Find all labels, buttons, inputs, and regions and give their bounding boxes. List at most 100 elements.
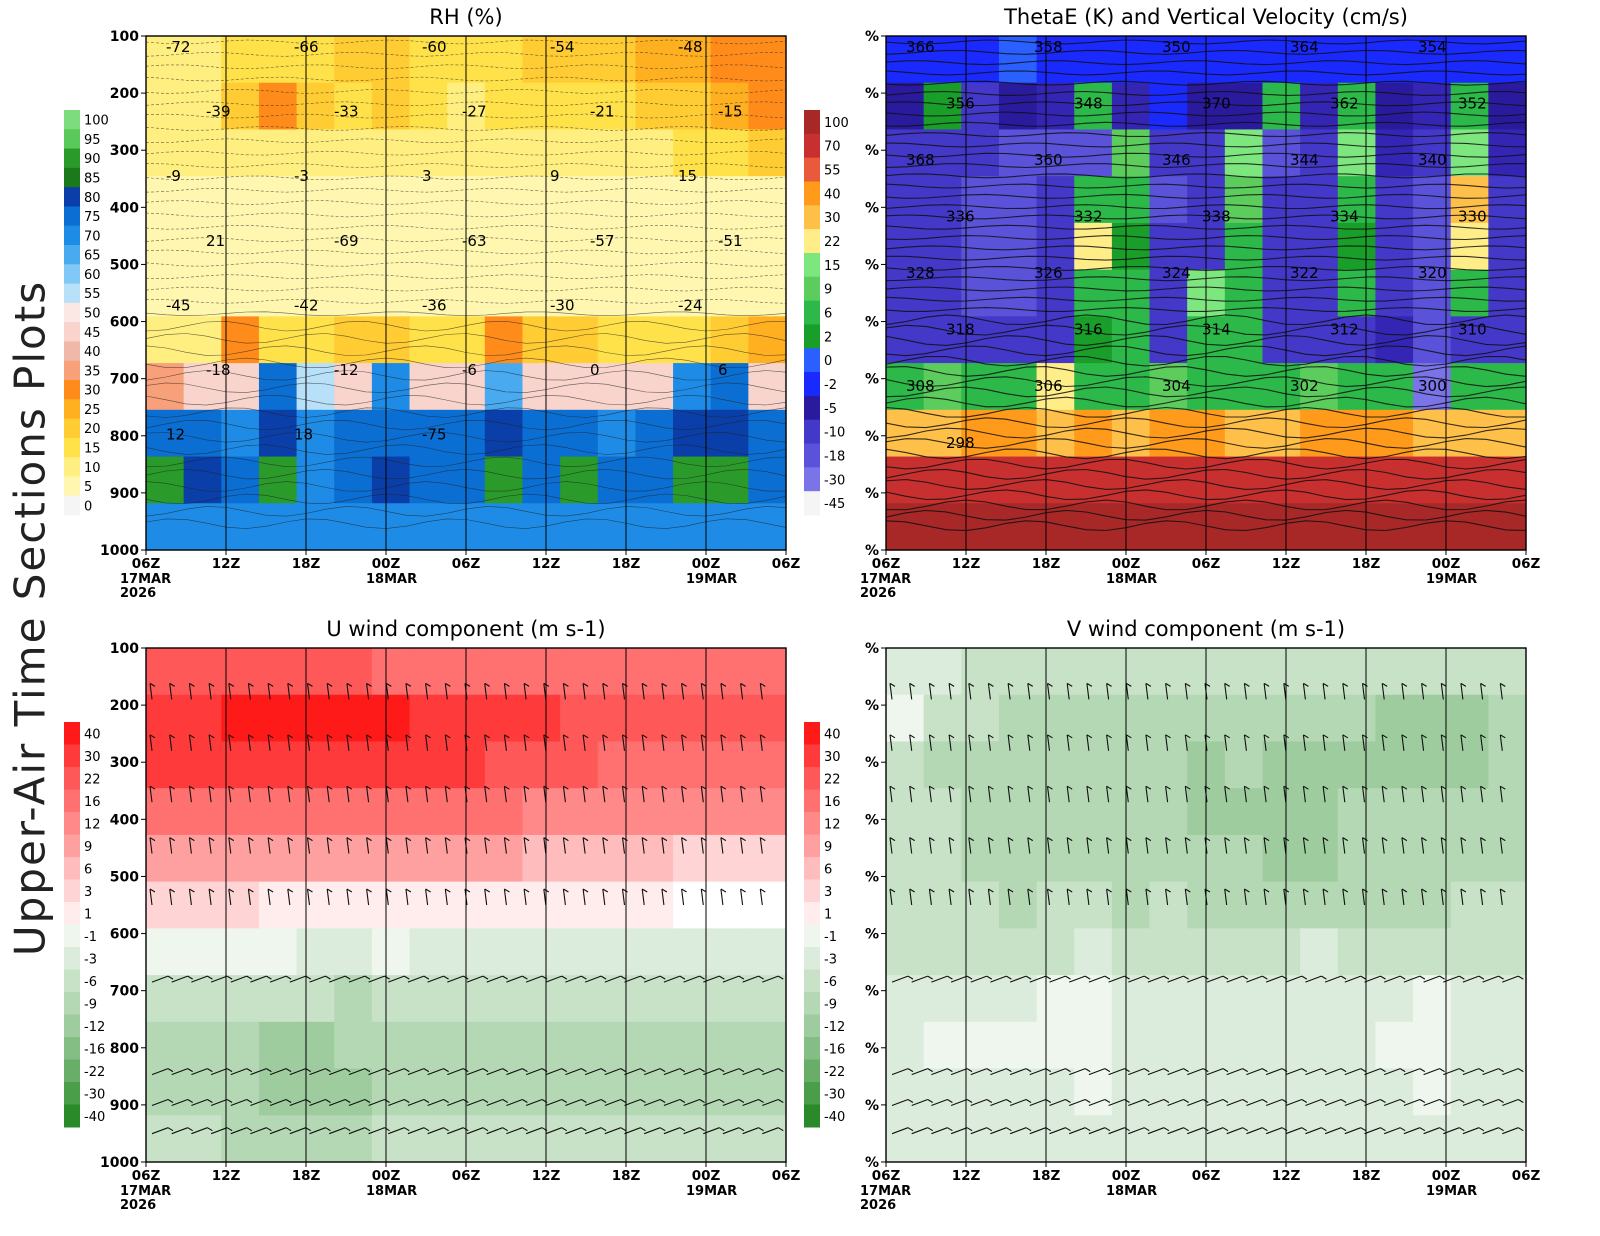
rh-contour-label: 9	[550, 167, 560, 185]
u-wind-barb	[329, 975, 351, 983]
u-cell	[409, 928, 448, 976]
u-cell	[221, 1068, 260, 1116]
theta_e-cell	[1074, 409, 1113, 458]
v-wind-barb	[1106, 888, 1112, 906]
u-wind-barb	[663, 975, 686, 983]
side-title: Upper-Air Time Sections Plots	[0, 0, 60, 1236]
theta_e-cell	[886, 269, 925, 317]
v-cell	[1074, 1115, 1113, 1163]
rh-colorbar-label: 65	[84, 249, 101, 264]
v-cell	[1111, 1115, 1151, 1163]
u-wind-barb	[466, 1127, 489, 1135]
u-wind-barb	[720, 888, 727, 906]
theta_e-colorbar-label: 22	[824, 235, 841, 250]
u-wind-barb	[228, 785, 235, 803]
rh-cell	[296, 409, 335, 458]
rh-cell	[296, 363, 335, 411]
v-cell	[1300, 928, 1339, 976]
v-colorbar-swatch	[804, 902, 820, 925]
u-wind-barb	[641, 888, 648, 906]
rh-cell	[146, 269, 185, 317]
theta_e-cell	[923, 82, 962, 131]
rh-contour-label: -54	[550, 38, 575, 56]
v-wind-barb	[1421, 682, 1427, 700]
u-cell	[635, 928, 674, 976]
v-wind-barb	[1482, 1068, 1504, 1076]
v-cell	[1262, 1068, 1301, 1116]
rh-contour-label: -39	[206, 103, 231, 121]
rh-cell	[371, 82, 411, 131]
v-cell	[1413, 834, 1452, 883]
theta_e-cell	[886, 176, 925, 224]
rh-cell	[522, 36, 561, 84]
theta_e-colorbar-label: 6	[824, 307, 832, 322]
v-colorbar-swatch	[804, 1059, 820, 1083]
v-cell	[1224, 928, 1264, 976]
v-wind-barb	[1322, 888, 1329, 906]
v-wind-barb	[987, 682, 994, 700]
theta_e-colorbar-label: -45	[824, 497, 845, 512]
theta_e-cell	[1337, 82, 1377, 131]
v-wind-barb	[1401, 785, 1408, 803]
u-cell	[371, 648, 411, 696]
rh-cell	[748, 269, 787, 317]
theta_e-contour-label: 326	[1034, 264, 1063, 282]
u-cell	[334, 694, 373, 743]
u-wind-barb	[287, 682, 294, 700]
u-wind-barb	[742, 1068, 764, 1076]
u-wind-barb	[621, 888, 628, 906]
u-wind-barb	[740, 888, 746, 906]
v-x-tick-label: 06Z	[1512, 1168, 1540, 1184]
rh-cell	[371, 456, 411, 504]
u-chart: U wind component (m s-1) 100 200 300 400 500 6…	[64, 617, 800, 1212]
v-y-tick-label: %	[865, 927, 879, 943]
u-cell	[371, 788, 411, 836]
theta_e-cell	[886, 503, 925, 551]
u-wind-barb	[388, 1098, 410, 1107]
u-wind-barb	[425, 734, 431, 751]
u-cell	[221, 694, 260, 743]
u-wind-barb	[486, 1127, 508, 1135]
u-wind-barb	[565, 975, 587, 983]
theta_e-colorbar-label: 55	[824, 164, 841, 179]
u-wind-barb	[503, 888, 510, 906]
u-wind-barb	[287, 785, 294, 803]
u-cell	[409, 694, 448, 743]
v-wind-barb	[1224, 888, 1230, 906]
u-wind-barb	[602, 682, 609, 700]
v-wind-barb	[1421, 837, 1427, 854]
v-x-tick-label: 12Z	[1272, 1168, 1301, 1184]
v-wind-barb	[1029, 975, 1052, 983]
v-cell	[1149, 741, 1188, 789]
rh-colorbar-swatch	[64, 129, 80, 150]
v-wind-barb	[1482, 1127, 1504, 1135]
v-wind-barb	[1145, 837, 1152, 854]
rh-chart: RH (%)-72 -66 -60 -54 -48-39 -33 -27 -21 -15-9 -3…	[64, 5, 800, 600]
v-wind-barb	[990, 975, 1012, 983]
v-cell	[961, 788, 1000, 836]
u-wind-barb	[582, 734, 589, 751]
u-wind-barb	[683, 1098, 705, 1107]
rh-contour-label: -21	[590, 103, 615, 121]
v-wind-panel: V wind component (m s-1)%%%%%%%%%% 06Z 12Z…	[800, 612, 1540, 1212]
v-cell	[886, 648, 925, 696]
v-wind-barb	[1462, 1098, 1485, 1107]
v-wind-barb	[1381, 785, 1388, 803]
v-wind-barb	[1322, 837, 1329, 854]
u-cell	[710, 1021, 749, 1070]
u-wind-barb	[210, 1127, 233, 1135]
theta_e-cell	[1149, 222, 1188, 271]
rh-cell	[146, 503, 185, 551]
v-wind-barb	[1167, 1127, 1189, 1135]
theta_e-contour-label: 368	[906, 151, 935, 169]
u-cell	[183, 834, 222, 883]
v-cell	[1488, 648, 1527, 696]
u-wind-barb	[228, 734, 235, 751]
theta_e-colorbar-swatch	[804, 419, 820, 445]
v-cell	[1413, 648, 1452, 696]
v-wind-barb	[1421, 734, 1427, 751]
rh-colorbar-label: 0	[84, 499, 92, 514]
rh-colorbar-label: 20	[84, 422, 101, 437]
rh-contour-label: -30	[550, 296, 575, 314]
v-wind-barb	[911, 975, 933, 983]
